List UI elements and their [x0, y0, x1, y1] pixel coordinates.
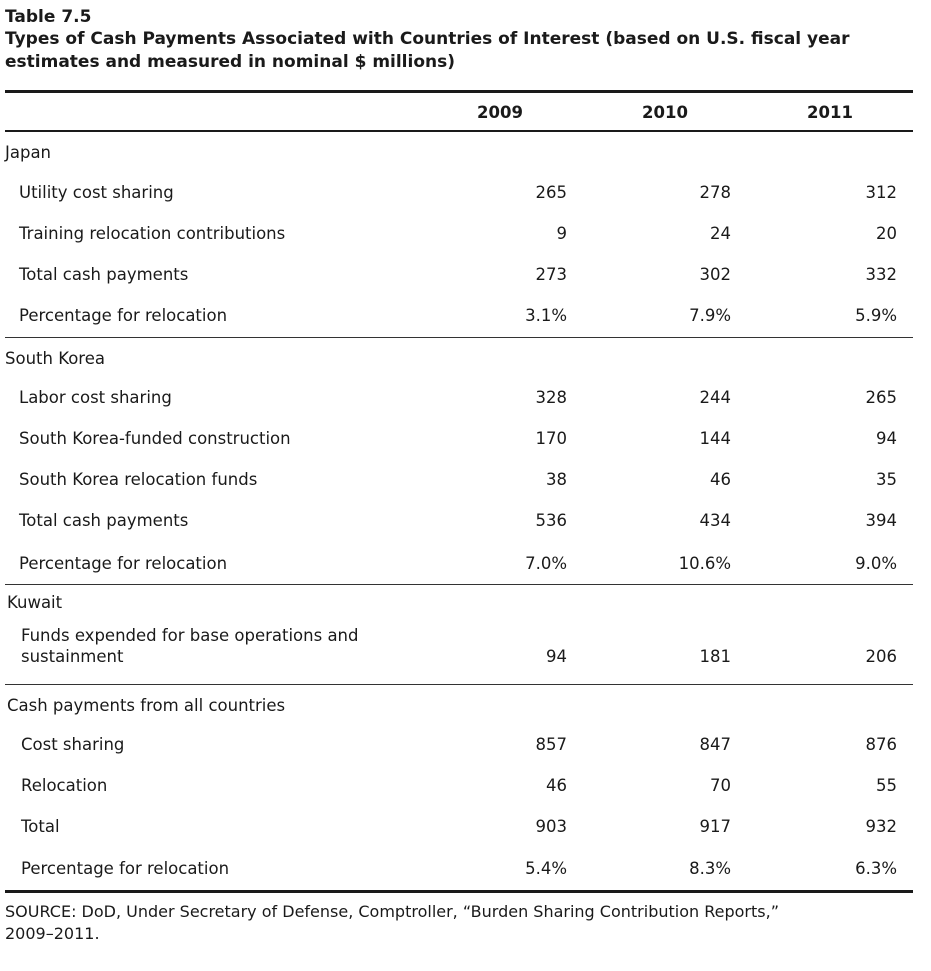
cell-2009: 273: [535, 265, 568, 284]
cell-2010: 244: [699, 388, 732, 407]
cell-2009: 94: [546, 647, 567, 666]
source-line-1: SOURCE: DoD, Under Secretary of Defense,…: [5, 902, 779, 921]
table-row: Total cash payments 536 434 394: [5, 502, 913, 544]
section-divider: [5, 584, 913, 585]
header-year-2009: 2009: [477, 103, 523, 122]
row-label: Relocation: [21, 776, 108, 795]
cell-2009: 3.1%: [525, 306, 567, 325]
table-container: Table 7.5 Types of Cash Payments Associa…: [5, 6, 913, 945]
cell-2009: 265: [535, 183, 568, 202]
cell-2010: 917: [699, 817, 732, 836]
cell-2009: 38: [546, 470, 567, 489]
table-row: Utility cost sharing 265 278 312: [5, 174, 913, 215]
table-title-text: Types of Cash Payments Associated with C…: [5, 29, 850, 72]
cell-2009: 170: [535, 429, 568, 448]
cell-2011: 35: [876, 470, 897, 489]
table-row: Percentage for relocation 5.4% 8.3% 6.3%: [5, 850, 913, 890]
cell-2009: 536: [535, 511, 568, 530]
table-title: Types of Cash Payments Associated with C…: [5, 28, 885, 74]
table-row: Total 903 917 932: [5, 808, 913, 850]
source-line-2: 2009–2011.: [5, 924, 100, 943]
row-label: Total cash payments: [19, 265, 189, 284]
row-label: Total: [21, 817, 60, 836]
table-row: Cost sharing 857 847 876: [5, 726, 913, 767]
section-header-south-korea: South Korea: [5, 338, 913, 379]
table-number: Table 7.5: [5, 7, 92, 27]
table-row: Total cash payments 273 302 332: [5, 256, 913, 297]
cell-2010: 278: [699, 183, 732, 202]
top-rule: [5, 90, 913, 93]
cell-2011: 6.3%: [855, 859, 897, 878]
cell-2011: 876: [865, 735, 898, 754]
cell-2009: 46: [546, 776, 567, 795]
table-row: Relocation 46 70 55: [5, 767, 913, 808]
section-label: South Korea: [5, 349, 105, 368]
row-label: Labor cost sharing: [19, 388, 172, 407]
section-label: Japan: [5, 143, 52, 162]
cell-2011: 332: [865, 265, 898, 284]
row-label: Percentage for relocation: [19, 306, 228, 325]
table-row: Training relocation contributions 9 24 2…: [5, 215, 913, 256]
table-row: Labor cost sharing 328 244 265: [5, 379, 913, 420]
cell-2011: 394: [865, 511, 898, 530]
section-header-kuwait: Kuwait: [5, 585, 913, 622]
header-row: 2009 2010 2011: [5, 93, 913, 130]
cell-2011: 94: [876, 429, 897, 448]
cell-2011: 265: [865, 388, 898, 407]
row-label: Percentage for relocation: [19, 554, 228, 573]
row-label: South Korea-funded construction: [19, 429, 291, 448]
row-label: Training relocation contributions: [19, 224, 286, 243]
cell-2010: 7.9%: [689, 306, 731, 325]
section-label: Kuwait: [7, 593, 63, 612]
row-label: Utility cost sharing: [19, 183, 174, 202]
cell-2009: 903: [535, 817, 568, 836]
cell-2010: 46: [710, 470, 731, 489]
section-header-all-countries: Cash payments from all countries: [5, 685, 913, 726]
cell-2010: 144: [699, 429, 732, 448]
cell-2011: 9.0%: [855, 554, 897, 573]
table-source: SOURCE: DoD, Under Secretary of Defense,…: [5, 901, 913, 945]
table-row: Percentage for relocation 3.1% 7.9% 5.9%: [5, 297, 913, 337]
cell-2011: 312: [865, 183, 898, 202]
section-header-japan: Japan: [5, 132, 913, 174]
table-row: South Korea-funded construction 170 144 …: [5, 420, 913, 461]
table-row: Funds expended for base operations and s…: [5, 622, 913, 684]
cell-2011: 20: [876, 224, 897, 243]
section-divider: [5, 684, 913, 685]
cell-2010: 434: [699, 511, 732, 530]
row-label: South Korea relocation funds: [19, 470, 258, 489]
cell-2010: 10.6%: [678, 554, 731, 573]
table-row: Percentage for relocation 7.0% 10.6% 9.0…: [5, 544, 913, 584]
cell-2011: 5.9%: [855, 306, 897, 325]
bottom-rule: [5, 890, 913, 893]
cell-2011: 206: [865, 647, 898, 666]
cell-2011: 932: [865, 817, 898, 836]
cell-2009: 7.0%: [525, 554, 567, 573]
cell-2010: 181: [699, 647, 732, 666]
cell-2009: 328: [535, 388, 568, 407]
cell-2010: 302: [699, 265, 732, 284]
cell-2010: 70: [710, 776, 731, 795]
cell-2009: 9: [556, 224, 568, 243]
header-rule: [5, 130, 913, 132]
cell-2010: 847: [699, 735, 732, 754]
section-divider: [5, 337, 913, 338]
row-label: Percentage for relocation: [21, 859, 230, 878]
row-label: Cost sharing: [21, 735, 125, 754]
row-label-line1: Funds expended for base operations and: [21, 626, 359, 645]
row-label: Total cash payments: [19, 511, 189, 530]
cell-2009: 857: [535, 735, 568, 754]
cell-2009: 5.4%: [525, 859, 567, 878]
header-year-2010: 2010: [642, 103, 688, 122]
row-label-line2: sustainment: [21, 647, 124, 666]
cell-2010: 24: [710, 224, 731, 243]
section-label: Cash payments from all countries: [7, 696, 286, 715]
cell-2010: 8.3%: [689, 859, 731, 878]
table-row: South Korea relocation funds 38 46 35: [5, 461, 913, 502]
cell-2011: 55: [876, 776, 897, 795]
header-year-2011: 2011: [807, 103, 853, 122]
